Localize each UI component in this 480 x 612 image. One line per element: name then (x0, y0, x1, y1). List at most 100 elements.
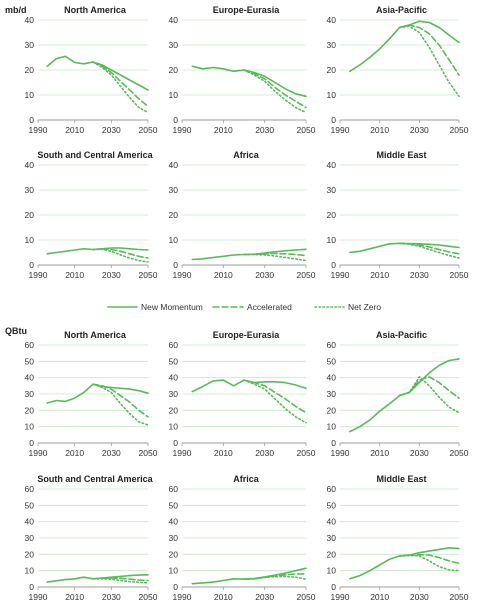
y-tick-label: 10 (25, 422, 35, 432)
y-tick-label: 20 (25, 549, 35, 559)
x-tick-label: 2050 (139, 448, 158, 458)
series-line-net-zero (243, 253, 307, 262)
y-tick-label: 60 (169, 340, 179, 350)
panel-title: Europe-Eurasia (213, 5, 281, 15)
x-tick-label: 2010 (370, 125, 389, 135)
x-tick-label: 2010 (214, 448, 233, 458)
y-tick-label: 60 (25, 484, 35, 494)
y-tick-label: 50 (169, 356, 179, 366)
series-line-new-momentum (191, 379, 307, 393)
y-tick-label: 30 (25, 533, 35, 543)
x-tick-label: 2050 (450, 125, 469, 135)
x-tick-label: 2010 (214, 270, 233, 280)
y-tick-label: 30 (169, 185, 179, 195)
y-tick-label: 10 (327, 566, 337, 576)
y-tick-label: 0 (29, 115, 34, 125)
series-line-new-momentum (191, 248, 307, 261)
y-tick-label: 0 (173, 582, 178, 592)
x-tick-label: 2050 (139, 125, 158, 135)
y-tick-label: 0 (331, 260, 336, 270)
y-tick-label: 60 (25, 340, 35, 350)
x-tick-label: 2030 (102, 270, 121, 280)
y-tick-label: 60 (169, 484, 179, 494)
x-tick-label: 2050 (450, 270, 469, 280)
x-tick-label: 1990 (173, 270, 192, 280)
series-line-net-zero (243, 69, 307, 114)
y-tick-label: 30 (327, 533, 337, 543)
series-line-new-momentum (349, 242, 460, 254)
y-tick-label: 10 (25, 235, 35, 245)
y-tick-label: 20 (169, 210, 179, 220)
series-line-new-momentum (349, 358, 460, 433)
x-tick-label: 2050 (297, 592, 316, 602)
x-tick-label: 2010 (65, 448, 84, 458)
y-tick-label: 0 (331, 582, 336, 592)
y-tick-label: 60 (327, 484, 337, 494)
series-line-new-momentum (46, 55, 149, 91)
x-tick-label: 2030 (102, 448, 121, 458)
series-line-new-momentum (191, 567, 307, 585)
series-line-new-momentum (191, 65, 307, 98)
panel-title: Africa (233, 150, 260, 160)
series-line-net-zero (398, 376, 460, 414)
x-tick-label: 2030 (410, 448, 429, 458)
series-line-new-momentum (46, 574, 149, 583)
x-tick-label: 2050 (450, 448, 469, 458)
y-tick-label: 20 (169, 405, 179, 415)
series-line-accelerated (92, 61, 149, 108)
x-tick-label: 2030 (255, 270, 274, 280)
y-tick-label: 40 (169, 517, 179, 527)
y-tick-label: 40 (169, 160, 179, 170)
y-tick-label: 0 (331, 115, 336, 125)
x-tick-label: 2030 (102, 125, 121, 135)
y-tick-label: 40 (25, 373, 35, 383)
x-tick-label: 1990 (173, 592, 192, 602)
series-line-accelerated (243, 69, 307, 109)
x-tick-label: 1990 (331, 592, 350, 602)
legend: New Momentum Accelerated Net Zero (107, 302, 381, 312)
x-tick-label: 2010 (65, 592, 84, 602)
x-tick-label: 2030 (102, 592, 121, 602)
panel-title: South and Central America (37, 474, 153, 484)
y-tick-label: 60 (327, 340, 337, 350)
x-tick-label: 1990 (331, 270, 350, 280)
y-tick-label: 30 (25, 389, 35, 399)
y-tick-label: 20 (327, 210, 337, 220)
x-tick-label: 2010 (65, 125, 84, 135)
x-tick-label: 1990 (173, 125, 192, 135)
y-tick-label: 30 (169, 40, 179, 50)
series-line-net-zero (243, 575, 307, 580)
y-tick-label: 40 (25, 517, 35, 527)
series-line-net-zero (398, 25, 460, 98)
x-tick-label: 2010 (214, 592, 233, 602)
y-tick-label: 10 (169, 566, 179, 576)
x-tick-label: 2030 (410, 125, 429, 135)
y-tick-label: 50 (25, 356, 35, 366)
series-line-new-momentum (46, 383, 149, 404)
series-line-new-momentum (349, 20, 460, 73)
y-tick-label: 0 (331, 438, 336, 448)
y-tick-label: 20 (169, 65, 179, 75)
y-tick-label: 50 (327, 356, 337, 366)
y-tick-label: 40 (327, 160, 337, 170)
x-tick-label: 1990 (29, 270, 48, 280)
unit-label: QBtu (5, 326, 27, 336)
y-tick-label: 20 (169, 549, 179, 559)
panel-title: Middle East (376, 474, 426, 484)
x-tick-label: 2050 (450, 592, 469, 602)
y-tick-label: 30 (327, 185, 337, 195)
y-tick-label: 50 (327, 500, 337, 510)
series-line-new-momentum (349, 547, 460, 580)
x-tick-label: 1990 (29, 125, 48, 135)
y-tick-label: 20 (25, 405, 35, 415)
series-line-accelerated (398, 24, 460, 76)
y-tick-label: 10 (327, 235, 337, 245)
y-tick-label: 10 (25, 566, 35, 576)
series-line-net-zero (92, 383, 149, 426)
x-tick-label: 2050 (139, 592, 158, 602)
